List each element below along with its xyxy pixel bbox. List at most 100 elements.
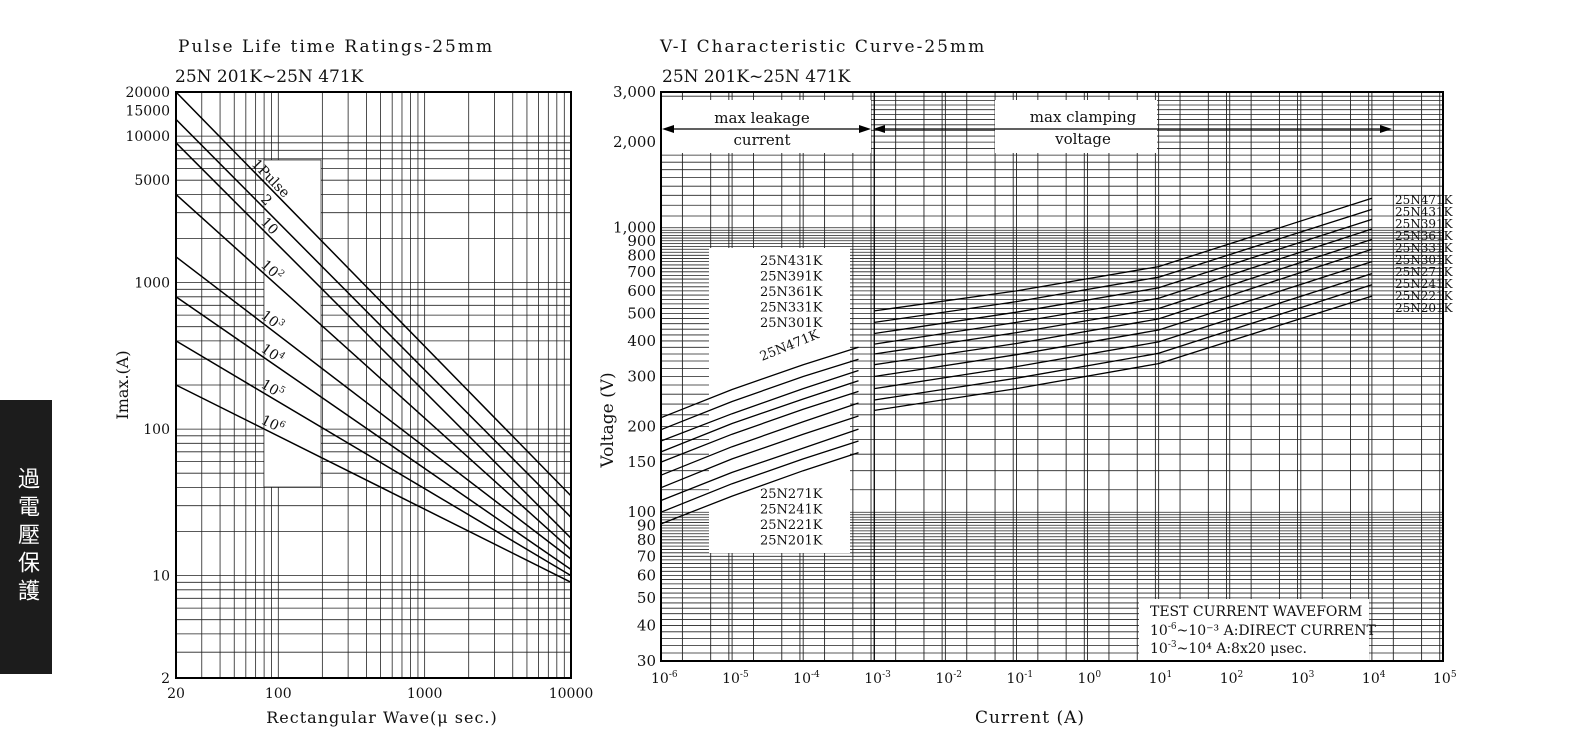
series-leakage-curve xyxy=(660,428,859,502)
y-tick-label: 600 xyxy=(627,282,656,300)
series-label: 105 xyxy=(258,376,287,403)
series-end-label: 25N201K xyxy=(1395,301,1454,315)
chart1-series xyxy=(175,91,572,583)
side-tab-label: 過電壓保護 xyxy=(14,467,39,607)
series-line xyxy=(175,142,572,539)
series-clamping-curve xyxy=(874,295,1373,412)
y-tick-label: 90 xyxy=(637,516,656,534)
y-tick-label: 500 xyxy=(627,304,656,322)
series-line xyxy=(175,296,572,571)
x-tick-label: 20 xyxy=(167,686,185,702)
plot-border xyxy=(660,91,1444,662)
series-end-label: 25N271K xyxy=(1395,265,1454,279)
chart1-y-ticks: 20000 15000 10000 5000 1000 100 10 2 xyxy=(125,85,170,687)
series-clamping-curve xyxy=(874,197,1373,312)
leakage-series-label: 25N271K xyxy=(760,487,823,502)
series-line xyxy=(175,91,572,497)
x-tick-label: 100 xyxy=(1078,670,1102,687)
y-tick-label: 70 xyxy=(637,547,656,565)
y-tick-label: 15000 xyxy=(125,103,170,119)
series-leakage-curve xyxy=(660,451,859,525)
series-line xyxy=(175,384,572,583)
chart2-subtitle: 25N 201K~25N 471K xyxy=(662,67,851,87)
y-tick-label: 900 xyxy=(627,232,656,250)
series-label-panel xyxy=(263,159,322,488)
x-tick-label: 10000 xyxy=(549,686,594,702)
series-leakage-curve xyxy=(660,358,859,431)
waveform-note-title: TEST CURRENT WAVEFORM xyxy=(1150,604,1362,620)
x-tick-label: 102 xyxy=(1220,670,1244,687)
leakage-series-label: 25N361K xyxy=(760,285,823,300)
series-label: 106 xyxy=(258,411,287,437)
y-tick-label: 2,000 xyxy=(613,133,656,151)
clamping-region-label: voltage xyxy=(1054,130,1111,148)
series-end-label: 25N221K xyxy=(1395,289,1454,303)
chart2-title: V-I Characteristic Curve-25mm xyxy=(659,37,986,57)
y-tick-label: 400 xyxy=(627,332,656,350)
series-clamping-curve xyxy=(874,218,1373,335)
chart1-x-ticks: 20 100 1000 10000 xyxy=(167,686,593,702)
series-leakage-curve xyxy=(660,402,859,476)
leakage-region-label: max leakage xyxy=(714,109,810,127)
series-end-label: 25N331K xyxy=(1395,241,1454,255)
series-leakage-curve xyxy=(660,415,859,489)
leakage-series-label: 25N221K xyxy=(760,518,823,533)
series-leakage-curve xyxy=(660,440,859,513)
series-line xyxy=(175,340,572,577)
y-tick-label: 150 xyxy=(627,453,656,471)
y-tick-label: 100 xyxy=(627,503,656,521)
x-tick-label: 100 xyxy=(265,686,292,702)
leakage-series-label: 25N391K xyxy=(760,270,823,285)
side-tab: 過電壓保護 xyxy=(0,400,52,674)
series-line xyxy=(175,193,572,551)
y-tick-label: 50 xyxy=(637,589,656,607)
chart2-x-ticks: 10-6 10-5 10-4 10-3 10-2 10-1 100 101 102 103 104 1… xyxy=(651,670,1457,687)
y-tick-label: 60 xyxy=(637,566,656,584)
chart2-waveform-note: TEST CURRENT WAVEFORM 10-6~10⁻³ A:DIRECT … xyxy=(1150,604,1377,657)
waveform-note-line: 10-6~10⁻³ A:DIRECT CURRENT xyxy=(1150,622,1377,639)
y-tick-label: 300 xyxy=(627,368,656,386)
y-tick-label: 800 xyxy=(627,246,656,264)
chart1-subtitle: 25N 201K~25N 471K xyxy=(175,67,364,87)
series-end-label: 25N361K xyxy=(1395,229,1454,243)
series-leakage-curve xyxy=(660,390,859,463)
region-arrowhead xyxy=(1380,125,1392,133)
waveform-note-line: 10-3~10⁴ A:8x20 μsec. xyxy=(1150,640,1307,657)
y-tick-label: 30 xyxy=(637,652,656,670)
x-tick-label: 10-6 xyxy=(651,670,678,687)
x-tick-label: 10-4 xyxy=(793,670,820,687)
leakage-region-box xyxy=(662,100,871,153)
series-clamping-curve xyxy=(874,228,1373,345)
y-tick-label: 20000 xyxy=(125,85,170,101)
x-tick-label: 101 xyxy=(1149,670,1173,687)
series-clamping-curve xyxy=(874,208,1373,324)
leakage-series-label: 25N241K xyxy=(760,503,823,518)
pulse-life-chart: Pulse Life time Ratings-25mm 25N 201K~25… xyxy=(113,37,593,727)
series-leakage-curve xyxy=(660,380,859,453)
leakage-series-label: 25N331K xyxy=(760,301,823,316)
y-tick-label: 700 xyxy=(627,263,656,281)
leakage-series-label: 25N301K xyxy=(760,316,823,331)
series-clamping-curve xyxy=(874,284,1373,401)
leakage-region-label: current xyxy=(734,131,791,149)
chart2-series xyxy=(660,197,1373,525)
clamping-region-label: max clamping xyxy=(1030,108,1137,126)
chart2-regions: max leakage current max clamping voltage xyxy=(662,92,1392,661)
chart1-title: Pulse Life time Ratings-25mm xyxy=(178,37,494,57)
y-tick-label: 5000 xyxy=(134,173,170,189)
series-line xyxy=(175,256,572,560)
y-tick-label: 200 xyxy=(627,418,656,436)
series-end-label: 25N431K xyxy=(1395,205,1454,219)
chart2-y-axis-label: Voltage (V) xyxy=(598,372,618,468)
chart2-x-axis-label: Current (A) xyxy=(975,708,1085,728)
x-tick-label: 10-5 xyxy=(722,670,749,687)
waveform-note-box xyxy=(1139,599,1369,661)
series-end-label: 25N471K xyxy=(1395,193,1454,207)
series-clamping-curve xyxy=(874,238,1373,355)
clamping-region-box xyxy=(995,100,1157,153)
series-clamping-curve xyxy=(874,248,1373,366)
leakage-series-label: 25N201K xyxy=(760,534,823,549)
y-tick-label: 40 xyxy=(637,616,656,634)
